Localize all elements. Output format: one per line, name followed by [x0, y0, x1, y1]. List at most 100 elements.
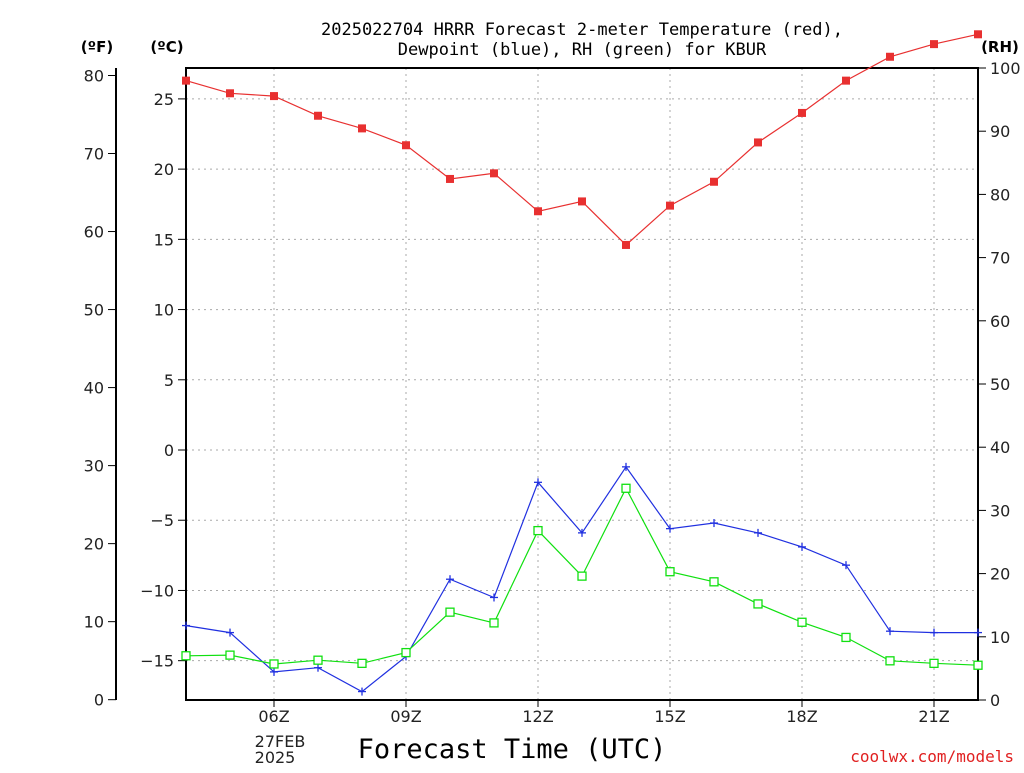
dewpoint-point — [930, 628, 938, 637]
dewpoint-point — [974, 628, 982, 637]
dewpoint-point — [666, 524, 674, 533]
temperature-point — [754, 138, 762, 147]
temperature-point — [930, 40, 938, 49]
rh-tick-label: 70 — [990, 249, 1010, 268]
temperature-point — [314, 111, 322, 120]
dewpoint-point — [798, 542, 806, 551]
celsius-tick-label: −10 — [140, 581, 174, 600]
chart-title: 2025022704 HRRR Forecast 2-meter Tempera… — [321, 20, 843, 40]
rh-point — [709, 577, 719, 587]
rh-tick-label: 90 — [990, 122, 1010, 141]
dewpoint-point — [182, 621, 190, 630]
dewpoint-point — [314, 663, 322, 672]
celsius-tick-label: 10 — [154, 301, 174, 320]
rh-point — [225, 650, 235, 660]
rh-point — [929, 658, 939, 668]
x-tick-label: 15Z — [654, 707, 685, 726]
dewpoint-point — [578, 528, 586, 537]
rh-point — [181, 651, 191, 661]
rh-tick-label: 40 — [990, 438, 1010, 457]
fahrenheit-tick-label: 40 — [84, 379, 104, 398]
rh-point — [621, 483, 631, 493]
fahrenheit-tick-label: 30 — [84, 457, 104, 476]
dewpoint-point — [842, 561, 850, 570]
temperature-point — [842, 76, 850, 85]
chart-subtitle: Dewpoint (blue), RH (green) for KBUR — [398, 40, 767, 60]
x-tick-label: 18Z — [786, 707, 817, 726]
rh-point — [973, 660, 983, 670]
dewpoint-point — [622, 462, 630, 471]
temperature-point — [578, 197, 586, 206]
temperature-point — [886, 52, 894, 61]
temperature-point — [402, 141, 410, 150]
celsius-tick-label: 5 — [164, 371, 174, 390]
dewpoint-point — [886, 627, 894, 636]
rh-point — [797, 617, 807, 627]
rh-point — [753, 599, 763, 609]
temperature-point — [798, 108, 806, 117]
rh-point — [445, 607, 455, 617]
celsius-tick-label: 0 — [164, 441, 174, 460]
fahrenheit-tick-label: 80 — [84, 66, 104, 85]
fahrenheit-unit-label: (ºF) — [81, 38, 113, 56]
grid-lines — [186, 68, 978, 700]
rh-unit-label: (RH) — [981, 38, 1019, 56]
dewpoint-point — [446, 575, 454, 584]
celsius-unit-label: (ºC) — [150, 38, 183, 56]
rh-point — [401, 647, 411, 658]
fahrenheit-tick-label: 0 — [94, 691, 104, 710]
celsius-tick-label: −5 — [150, 511, 174, 530]
plot-frame — [185, 67, 979, 701]
x-axis-label: Forecast Time (UTC) — [358, 734, 667, 765]
celsius-tick-label: 15 — [154, 230, 174, 249]
rh-point — [665, 567, 675, 577]
temperature-point — [358, 124, 366, 133]
x-tick-label: 12Z — [522, 707, 553, 726]
rh-point — [313, 655, 323, 665]
dewpoint-point — [710, 519, 718, 528]
rh-tick-label: 30 — [990, 501, 1010, 520]
fahrenheit-tick-label: 60 — [84, 223, 104, 242]
temperature-line — [185, 33, 979, 246]
fahrenheit-tick-label: 20 — [84, 535, 104, 554]
rh-point — [841, 632, 851, 643]
date-label-day: 27FEB — [255, 732, 306, 751]
dewpoint-point — [270, 667, 278, 676]
rh-tick-label: 10 — [990, 628, 1010, 647]
temperature-point — [446, 174, 454, 183]
celsius-tick-label: 20 — [154, 160, 174, 179]
dewpoint-point — [754, 528, 762, 537]
rh-tick-label: 20 — [990, 565, 1010, 584]
dewpoint-point — [226, 628, 234, 637]
temperature-point — [490, 169, 498, 178]
rh-point — [357, 658, 367, 668]
rh-tick-label: 60 — [990, 312, 1010, 331]
rh-point — [885, 656, 895, 666]
temperature-point — [622, 240, 630, 249]
series-lines — [181, 30, 983, 696]
dewpoint-point — [490, 593, 498, 602]
fahrenheit-tick-label: 10 — [84, 613, 104, 632]
x-tick-label: 21Z — [918, 707, 949, 726]
fahrenheit-tick-label: 50 — [84, 301, 104, 320]
rh-tick-label: 50 — [990, 375, 1010, 394]
x-tick-label: 09Z — [390, 707, 421, 726]
x-tick-label: 06Z — [258, 707, 289, 726]
fahrenheit-tick-label: 70 — [84, 145, 104, 164]
axes: 2520151050−5−10−158070605040302010010090… — [84, 59, 1021, 726]
celsius-tick-label: 25 — [154, 90, 174, 109]
rh-point — [269, 659, 279, 669]
temperature-point — [182, 76, 190, 85]
rh-tick-label: 0 — [990, 691, 1000, 710]
temperature-point — [974, 30, 982, 39]
temperature-point — [534, 207, 542, 216]
temperature-point — [666, 201, 674, 210]
rh-tick-label: 100 — [990, 59, 1021, 78]
rh-point — [533, 525, 543, 536]
dewpoint-point — [534, 478, 542, 487]
dewpoint-point — [358, 687, 366, 696]
credit-text: coolwx.com/models — [850, 747, 1014, 766]
temperature-point — [710, 177, 718, 186]
